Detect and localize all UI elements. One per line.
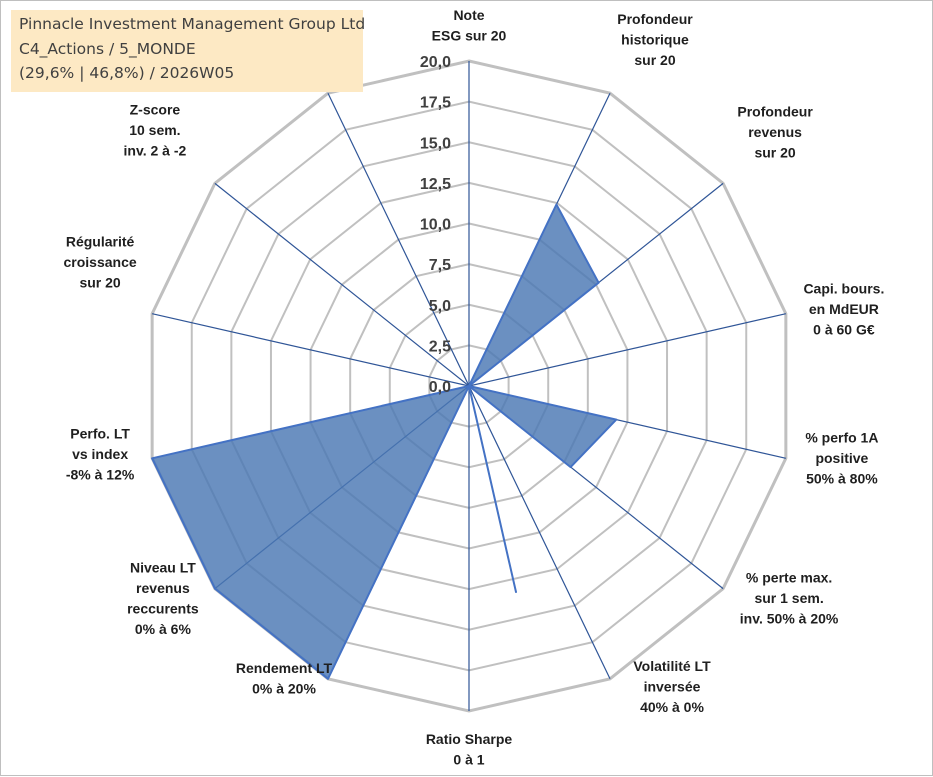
portfolio-category: C4_Actions / 5_MONDE bbox=[19, 40, 196, 58]
axis-line-6 bbox=[468, 385, 611, 680]
tick-label: 12,5 bbox=[420, 176, 451, 193]
radar-tick-labels: 0,0 2,5 5,0 7,5 10,0 12,5 15,0 17,5 20,0 bbox=[420, 54, 451, 396]
axis-label-line: sur 1 sem. bbox=[754, 590, 823, 606]
axis-label-line: Profondeur bbox=[617, 11, 693, 27]
axis-label-line: sur 20 bbox=[754, 144, 795, 160]
axis-label-7: Ratio Sharpe 0 à 1 bbox=[426, 731, 513, 768]
company-name: Pinnacle Investment Management Group Ltd bbox=[19, 15, 366, 33]
axis-label-line: sur 20 bbox=[634, 52, 675, 68]
axis-label-1: Profondeur historique sur 20 bbox=[617, 11, 693, 68]
axis-line-12 bbox=[214, 182, 470, 387]
axis-label-line: reccurents bbox=[127, 601, 199, 617]
axis-label-line: revenus bbox=[748, 124, 802, 140]
radar-series bbox=[151, 203, 618, 680]
axis-label-line: Perfo. LT bbox=[70, 425, 130, 441]
score-and-period: (29,6% | 46,8%) / 2026W05 bbox=[19, 64, 235, 82]
axis-label-11: Régularité croissance sur 20 bbox=[64, 234, 137, 291]
info-box: Pinnacle Investment Management Group Ltd… bbox=[11, 10, 366, 92]
tick-label: 7,5 bbox=[429, 257, 451, 274]
tick-label: 2,5 bbox=[429, 338, 451, 355]
axis-line-3 bbox=[468, 313, 787, 387]
axis-label-line: -8% à 12% bbox=[66, 466, 135, 482]
axis-label-line: 0 à 60 G€ bbox=[813, 322, 875, 338]
axis-label-line: Volatilité LT bbox=[633, 658, 711, 674]
axis-label-line: historique bbox=[621, 32, 689, 48]
axis-label-line: Niveau LT bbox=[130, 560, 196, 576]
tick-label: 0,0 bbox=[429, 379, 451, 396]
radar-axis-labels: Note ESG sur 20 Profondeur historique sur 20… bbox=[64, 7, 885, 768]
axis-label-line: 0 à 1 bbox=[453, 752, 484, 768]
axis-label-line: sur 20 bbox=[79, 275, 120, 291]
axis-label-line: en MdEUR bbox=[809, 301, 879, 317]
axis-label-line: Capi. bours. bbox=[803, 281, 884, 297]
axis-label-12: Z-score 10 sem. inv. 2 à -2 bbox=[124, 101, 187, 158]
axis-label-2: Profondeur revenus sur 20 bbox=[737, 103, 813, 160]
axis-label-line: Ratio Sharpe bbox=[426, 731, 513, 747]
series-area bbox=[151, 203, 618, 680]
axis-label-line: vs index bbox=[72, 446, 128, 462]
axis-line-11 bbox=[151, 313, 470, 387]
tick-label: 10,0 bbox=[420, 217, 451, 234]
axis-label-line: 40% à 0% bbox=[640, 699, 704, 715]
axis-label-line: % perfo 1A bbox=[805, 429, 878, 445]
axis-label-line: inv. 50% à 20% bbox=[740, 611, 839, 627]
tick-label: 20,0 bbox=[420, 54, 451, 71]
axis-label-line: inversée bbox=[644, 678, 701, 694]
tick-label: 15,0 bbox=[420, 135, 451, 152]
axis-label-line: Z-score bbox=[130, 101, 181, 117]
axis-label-line: croissance bbox=[64, 254, 137, 270]
axis-label-line: inv. 2 à -2 bbox=[124, 142, 187, 158]
axis-label-line: 0% à 20% bbox=[252, 680, 316, 696]
axis-label-line: 0% à 6% bbox=[135, 621, 192, 637]
axis-label-line: ESG sur 20 bbox=[432, 28, 507, 44]
axis-label-line: % perte max. bbox=[746, 570, 832, 586]
axis-label-line: Note bbox=[453, 7, 484, 23]
axis-label-line: Profondeur bbox=[737, 103, 813, 119]
tick-label: 5,0 bbox=[429, 298, 451, 315]
axis-label-4: % perfo 1A positive 50% à 80% bbox=[805, 429, 878, 486]
axis-label-9: Niveau LT revenus reccurents 0% à 6% bbox=[127, 560, 199, 638]
axis-label-3: Capi. bours. en MdEUR 0 à 60 G€ bbox=[803, 281, 884, 338]
axis-label-6: Volatilité LT inversée 40% à 0% bbox=[633, 658, 711, 715]
axis-label-line: revenus bbox=[136, 580, 190, 596]
tick-label: 17,5 bbox=[420, 95, 451, 112]
axis-label-line: 10 sem. bbox=[129, 122, 180, 138]
axis-label-10: Perfo. LT vs index -8% à 12% bbox=[66, 425, 135, 482]
axis-label-8: Rendement LT 0% à 20% bbox=[236, 660, 333, 697]
axis-label-line: Régularité bbox=[66, 234, 135, 250]
axis-label-line: positive bbox=[815, 450, 868, 466]
axis-label-0: Note ESG sur 20 bbox=[432, 7, 507, 44]
axis-label-line: 50% à 80% bbox=[806, 470, 878, 486]
axis-label-line: Rendement LT bbox=[236, 660, 333, 676]
axis-line-13 bbox=[327, 92, 470, 387]
axis-label-5: % perte max. sur 1 sem. inv. 50% à 20% bbox=[740, 570, 839, 627]
